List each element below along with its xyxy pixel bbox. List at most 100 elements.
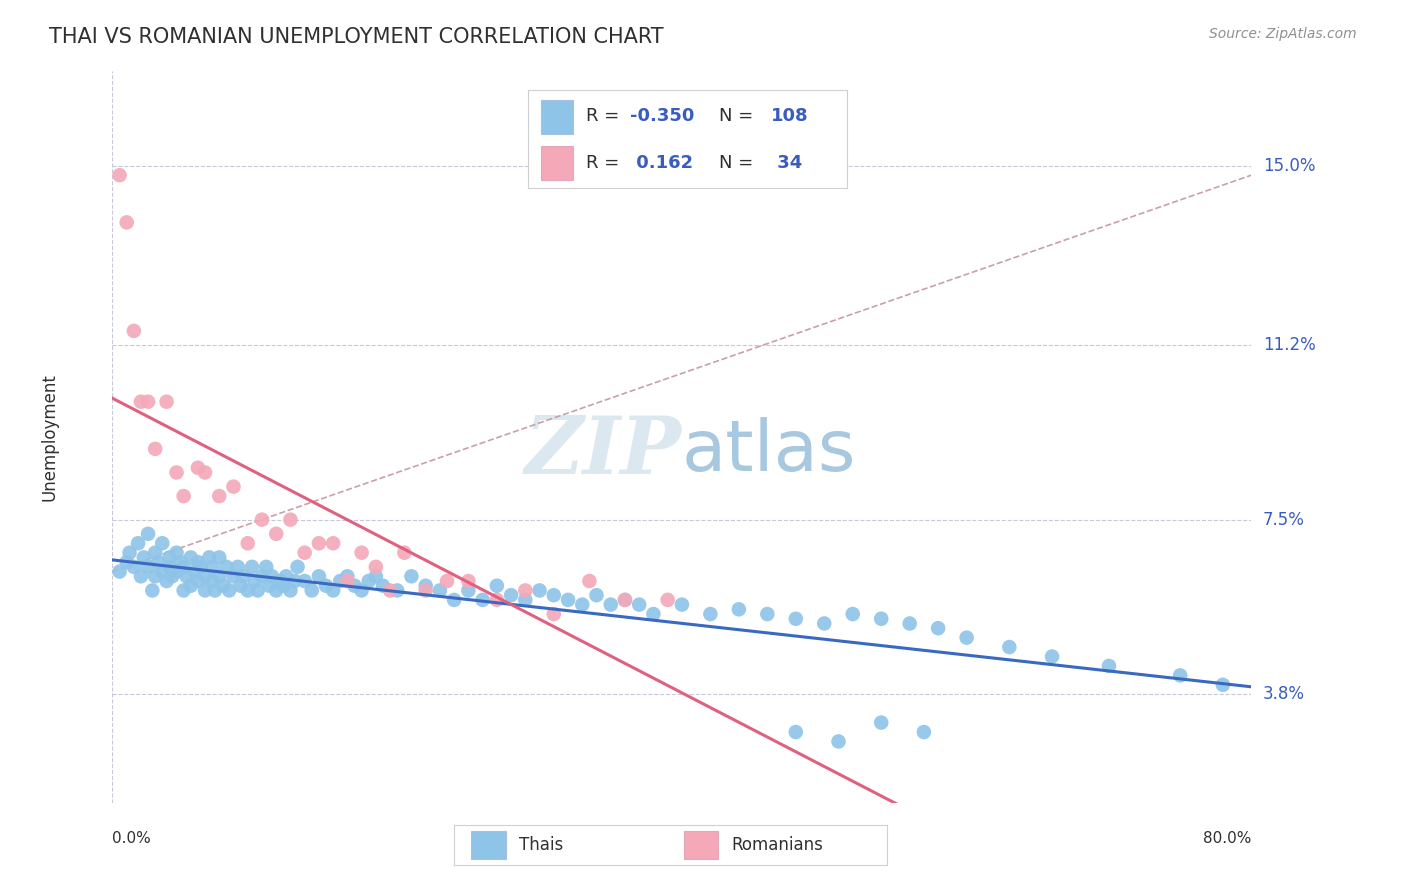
Point <box>208 569 231 583</box>
Point <box>912 725 935 739</box>
Point <box>198 550 221 565</box>
Point <box>350 583 373 598</box>
Point <box>264 526 287 541</box>
Point <box>322 583 344 598</box>
Point <box>236 536 259 550</box>
Point <box>184 565 207 579</box>
Point <box>222 569 245 583</box>
Text: 11.2%: 11.2% <box>1263 336 1316 354</box>
Point <box>613 593 636 607</box>
Point <box>756 607 779 621</box>
Point <box>294 574 316 588</box>
Point <box>150 565 173 579</box>
Point <box>364 569 387 583</box>
Point <box>898 616 921 631</box>
Point <box>436 574 458 588</box>
Point <box>284 574 307 588</box>
Point <box>218 583 240 598</box>
Point <box>357 574 380 588</box>
Point <box>208 550 231 565</box>
Point <box>927 621 949 635</box>
Point <box>457 583 479 598</box>
Point <box>122 324 145 338</box>
Point <box>136 394 159 409</box>
Point <box>226 559 249 574</box>
Point <box>155 394 177 409</box>
Point <box>485 579 508 593</box>
Point <box>257 579 280 593</box>
Point <box>143 442 166 456</box>
Point <box>194 569 217 583</box>
Text: 0.0%: 0.0% <box>112 831 152 847</box>
Point <box>166 546 188 560</box>
Point <box>457 574 479 588</box>
Text: 7.5%: 7.5% <box>1263 510 1305 529</box>
Point <box>194 466 217 480</box>
Point <box>166 565 188 579</box>
Point <box>127 536 149 550</box>
Point <box>1040 649 1063 664</box>
Point <box>1168 668 1191 682</box>
Point <box>143 569 166 583</box>
Point <box>378 583 401 598</box>
Point <box>246 583 269 598</box>
Point <box>385 583 409 598</box>
Point <box>155 574 177 588</box>
Point <box>813 616 835 631</box>
Point <box>136 559 159 574</box>
Point <box>998 640 1021 654</box>
Text: Unemployment: Unemployment <box>41 373 59 501</box>
Point <box>129 394 152 409</box>
Point <box>394 546 416 560</box>
Point <box>308 536 330 550</box>
Point <box>336 574 359 588</box>
Point <box>827 734 849 748</box>
Point <box>501 588 523 602</box>
Point <box>343 579 366 593</box>
Point <box>143 546 166 560</box>
Point <box>308 569 330 583</box>
Point <box>294 546 316 560</box>
Point <box>204 583 226 598</box>
Point <box>515 593 537 607</box>
Point <box>301 583 323 598</box>
Point <box>250 513 273 527</box>
Point <box>180 550 202 565</box>
Point <box>118 546 141 560</box>
Text: atlas: atlas <box>682 417 856 486</box>
Point <box>201 574 224 588</box>
Point <box>287 559 309 574</box>
Point <box>115 215 138 229</box>
Point <box>956 631 979 645</box>
Point <box>870 612 893 626</box>
Text: ZIP: ZIP <box>524 413 682 491</box>
Point <box>166 466 188 480</box>
Point <box>215 559 238 574</box>
Point <box>260 569 283 583</box>
Point <box>371 579 394 593</box>
Point <box>201 559 224 574</box>
Point <box>269 574 291 588</box>
Text: THAI VS ROMANIAN UNEMPLOYMENT CORRELATION CHART: THAI VS ROMANIAN UNEMPLOYMENT CORRELATIO… <box>49 27 664 46</box>
Point <box>212 579 235 593</box>
Point <box>671 598 693 612</box>
Point <box>180 579 202 593</box>
Point <box>108 168 131 182</box>
Text: Source: ZipAtlas.com: Source: ZipAtlas.com <box>1209 27 1357 41</box>
Point <box>557 593 579 607</box>
Point <box>222 480 245 494</box>
Point <box>159 550 180 565</box>
Point <box>229 579 252 593</box>
Point <box>150 536 173 550</box>
Point <box>415 583 437 598</box>
Point <box>136 526 159 541</box>
Point <box>132 550 155 565</box>
Point <box>146 555 169 569</box>
Point <box>232 569 254 583</box>
Point <box>254 559 277 574</box>
Point <box>785 612 807 626</box>
Point <box>173 489 195 503</box>
Point <box>571 598 593 612</box>
Point <box>236 583 259 598</box>
Text: 15.0%: 15.0% <box>1263 157 1315 175</box>
